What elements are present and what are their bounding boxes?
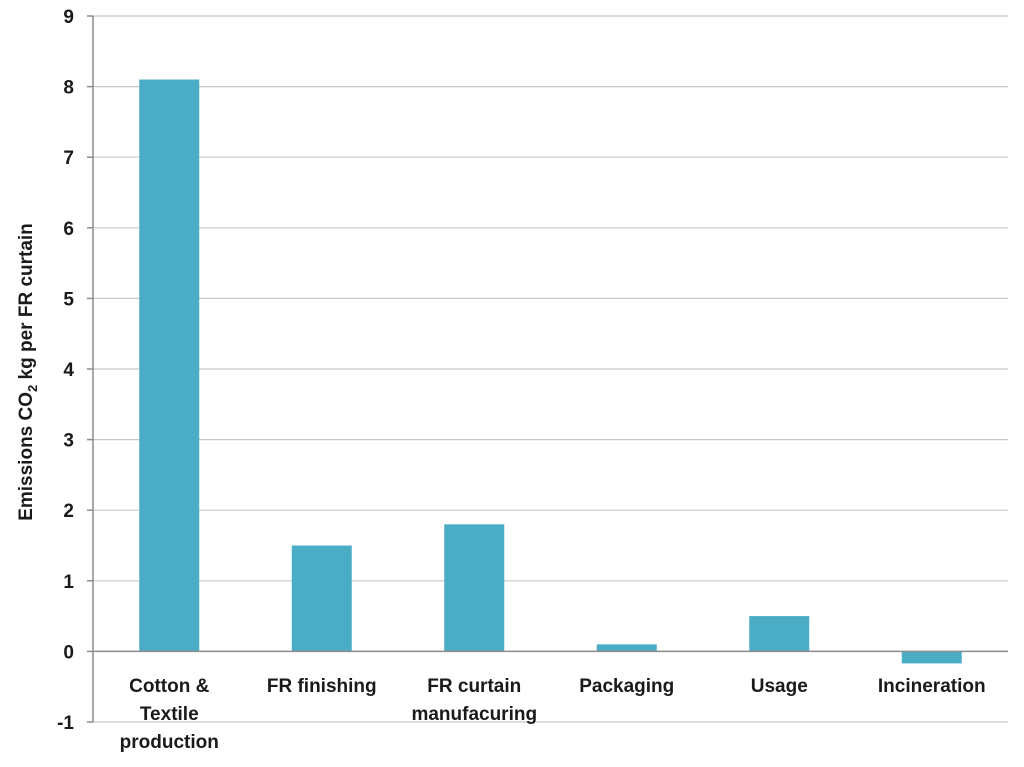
category-label-line: production	[120, 732, 219, 753]
axes	[87, 15, 1008, 723]
category-label: Incineration	[878, 676, 986, 697]
bar	[291, 545, 352, 652]
bar	[444, 524, 505, 652]
y-axis-title: Emissions CO2 kg per FR curtain	[16, 223, 40, 521]
y-tick-label: 7	[63, 148, 74, 169]
y-tick-labels: -1 0 1 2 3 4 5 6 7 8 9	[57, 7, 74, 734]
category-label-line: FR curtain	[427, 676, 521, 697]
category-label: Usage	[751, 676, 808, 697]
category-label: Cotton & Textile production	[120, 676, 219, 753]
category-labels: Cotton & Textile production FR finishing FR …	[120, 676, 986, 753]
bar	[901, 651, 962, 664]
y-tick-label: 1	[63, 572, 74, 593]
y-tick-label: 5	[63, 289, 74, 310]
category-label: Packaging	[579, 676, 674, 697]
category-label-line: FR finishing	[267, 676, 377, 697]
category-label-line: Cotton &	[129, 676, 209, 697]
y-axis-title-subscript: 2	[25, 385, 40, 392]
category-label: FR curtain manufacuring	[411, 676, 537, 725]
y-tick-label: 6	[63, 219, 74, 240]
y-tick-label: 0	[63, 642, 74, 663]
category-label-line: Packaging	[579, 676, 674, 697]
y-tick-label: 4	[63, 360, 74, 381]
bars	[139, 79, 962, 664]
y-tick-label: 9	[63, 7, 74, 28]
category-label: FR finishing	[267, 676, 377, 697]
bar	[139, 79, 200, 652]
bar	[596, 644, 657, 652]
category-label-line: Usage	[751, 676, 808, 697]
y-tick-label: 2	[63, 501, 74, 522]
gridlines	[93, 15, 1008, 723]
y-tick-label: 8	[63, 78, 74, 99]
category-label-line: Incineration	[878, 676, 986, 697]
y-tick-label: 3	[63, 431, 74, 452]
bar	[749, 616, 810, 652]
y-tick-label: -1	[57, 713, 74, 734]
category-label-line: Textile	[140, 704, 199, 725]
category-label-line: manufacuring	[411, 704, 537, 725]
y-axis-title-rest: kg per FR curtain	[16, 223, 37, 385]
y-axis-title-main: Emissions CO	[16, 392, 37, 521]
